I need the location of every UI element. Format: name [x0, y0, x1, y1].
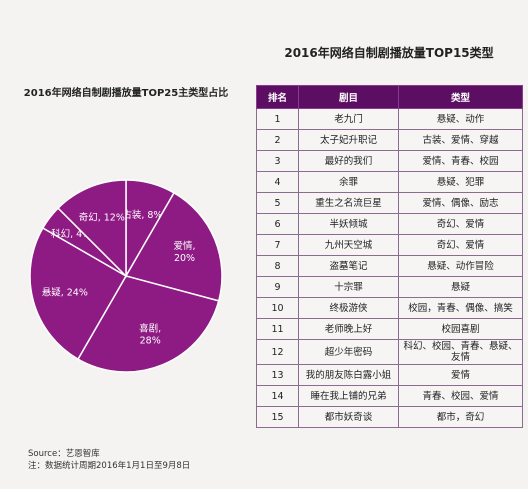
pie-slice-label: 悬疑, 24%	[42, 287, 88, 298]
cell-genre: 悬疑	[398, 276, 523, 298]
cell-title: 终极游侠	[298, 297, 399, 319]
source-note: Source：艺恩智库	[28, 449, 100, 459]
cell-rank: 9	[256, 276, 299, 298]
cell-rank: 10	[256, 297, 299, 319]
cell-genre: 爱情、青春、校园	[398, 150, 523, 172]
cell-rank: 11	[256, 318, 299, 340]
table-row: 5 重生之名流巨星 爱情、偶像、励志	[256, 192, 523, 214]
table-row: 7 九州天空城 奇幻、爱情	[256, 234, 523, 256]
table-row: 15 都市妖奇谈 都市，奇幻	[256, 406, 523, 428]
cell-genre: 悬疑、动作冒险	[398, 255, 523, 277]
cell-title: 超少年密码	[298, 339, 399, 365]
cell-genre: 校园喜剧	[398, 318, 523, 340]
cell-title: 都市妖奇谈	[298, 406, 399, 428]
pie-slice-label: 爱情, 20%	[173, 240, 195, 264]
cell-title: 睡在我上铺的兄弟	[298, 385, 399, 407]
pie-slice	[76, 275, 220, 373]
cell-title: 老九门	[298, 108, 399, 130]
table-title: 2016年网络自制剧播放量TOP15类型	[284, 46, 494, 60]
cell-rank: 6	[256, 213, 299, 235]
ranking-table: 排名 剧目 类型 1 老九门 悬疑、动作 2 太子妃升职记 古装、爱情、穿越 3 最好的我们爱…	[256, 85, 523, 428]
table-row: 13 我的朋友陈白露小姐 爱情	[256, 364, 523, 386]
pie-slice-label: 古装, 8%	[122, 209, 162, 221]
cell-rank: 7	[256, 234, 299, 256]
cell-title: 余罪	[298, 171, 399, 193]
table-row: 2 太子妃升职记 古装、爱情、穿越	[256, 129, 523, 151]
cell-rank: 12	[256, 339, 299, 365]
table-row: 3 最好的我们 爱情、青春、校园	[256, 150, 523, 172]
pie-slice	[57, 179, 127, 278]
cell-genre: 科幻、校园、青春、悬疑、友情	[398, 339, 523, 365]
pie-slice	[29, 226, 128, 361]
cell-rank: 15	[256, 406, 299, 428]
table-row: 8 盗墓笔记 悬疑、动作冒险	[256, 255, 523, 277]
table-row: 12 超少年密码 科幻、校园、青春、悬疑、友情	[256, 339, 523, 365]
cell-genre: 古装、爱情、穿越	[398, 129, 523, 151]
pie-chart: 古装, 8%爱情, 20%喜剧, 28%悬疑, 24%科幻, 4%奇幻, 12%	[29, 179, 223, 373]
cell-genre: 奇幻、爱情	[398, 234, 523, 256]
header-rank: 排名	[256, 85, 299, 109]
cell-title: 太子妃升职记	[298, 129, 399, 151]
table-row: 10 终极游侠 校园，青春、偶像、搞笑	[256, 297, 523, 319]
cell-genre: 都市，奇幻	[398, 406, 523, 428]
period-note: 注：数据统计周期2016年1月1日至9月8日	[28, 461, 191, 471]
cell-title: 九州天空城	[298, 234, 399, 256]
pie-slice	[124, 191, 223, 302]
pie-chart-title: 2016年网络自制剧播放量TOP25主类型占比	[23, 88, 229, 99]
pie-slice-label: 奇幻, 12%	[79, 212, 125, 224]
cell-rank: 1	[256, 108, 299, 130]
table-row: 4 余罪 悬疑、犯罪	[256, 171, 523, 193]
cell-rank: 5	[256, 192, 299, 214]
cell-genre: 悬疑、犯罪	[398, 171, 523, 193]
cell-genre: 奇幻、爱情	[398, 213, 523, 235]
cell-rank: 8	[256, 255, 299, 277]
cell-rank: 14	[256, 385, 299, 407]
cell-title: 最好的我们	[298, 150, 399, 172]
table-row: 11 老师晚上好 校园喜剧	[256, 318, 523, 340]
cell-title: 盗墓笔记	[298, 255, 399, 277]
pie-slice-label: 喜剧, 28%	[139, 323, 161, 347]
table-row: 6 半妖倾城 奇幻、爱情	[256, 213, 523, 235]
table-row: 9 十宗罪 悬疑	[256, 276, 523, 298]
table-row: 14 睡在我上铺的兄弟 青春、校园、爱情	[256, 385, 523, 407]
cell-genre: 爱情、偶像、励志	[398, 192, 523, 214]
cell-genre: 青春、校园、爱情	[398, 385, 523, 407]
cell-genre: 校园，青春、偶像、搞笑	[398, 297, 523, 319]
cell-rank: 3	[256, 150, 299, 172]
cell-genre: 爱情	[398, 364, 523, 386]
cell-title: 老师晚上好	[298, 318, 399, 340]
cell-title: 重生之名流巨星	[298, 192, 399, 214]
cell-rank: 4	[256, 171, 299, 193]
cell-title: 十宗罪	[298, 276, 399, 298]
table-row: 1 老九门 悬疑、动作	[256, 108, 523, 130]
cell-title: 半妖倾城	[298, 213, 399, 235]
header-genre: 类型	[398, 85, 523, 109]
cell-rank: 13	[256, 364, 299, 386]
cell-title: 我的朋友陈白露小姐	[298, 364, 399, 386]
header-title: 剧目	[298, 85, 399, 109]
cell-rank: 2	[256, 129, 299, 151]
cell-genre: 悬疑、动作	[398, 108, 523, 130]
table-header-row: 排名 剧目 类型	[256, 85, 523, 109]
